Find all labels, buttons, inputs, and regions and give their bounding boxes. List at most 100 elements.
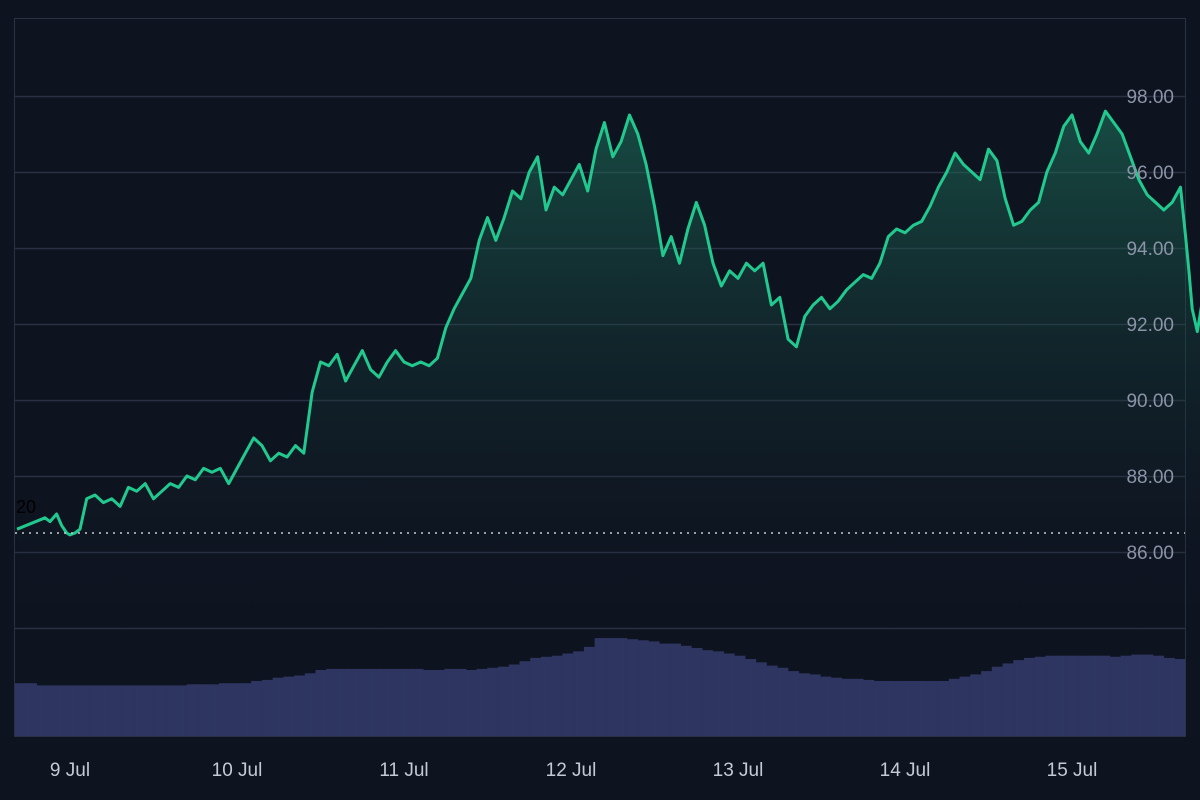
price-line-series <box>16 109 1200 537</box>
x-tick-label: 15 Jul <box>1047 760 1098 781</box>
volume-bar <box>379 668 392 736</box>
volume-bar <box>626 639 639 736</box>
volume-bar <box>15 683 27 736</box>
volume-bar <box>680 645 692 736</box>
volume-bar <box>519 661 531 736</box>
volume-bar <box>57 685 70 736</box>
volume-bar <box>852 678 864 736</box>
y-tick-label: 92.00 <box>1126 315 1174 336</box>
volume-bar <box>895 681 907 736</box>
volume-bar <box>1152 655 1165 736</box>
volume-bar <box>186 684 198 736</box>
volume-bar <box>111 685 123 736</box>
volume-bar <box>809 674 821 736</box>
volume-bar <box>455 668 467 736</box>
volume-bar <box>1088 655 1100 736</box>
volume-bar <box>723 653 735 736</box>
volume-bar <box>1120 655 1132 736</box>
volume-bar <box>1109 656 1122 736</box>
volume-bar <box>487 667 499 736</box>
volume-bar <box>369 668 381 736</box>
x-tick-label: 14 Jul <box>880 760 931 781</box>
volume-bar <box>100 685 113 736</box>
volume-bar <box>1131 654 1143 736</box>
volume-bar <box>358 668 370 736</box>
volume-bar <box>412 668 424 736</box>
volume-bar <box>583 646 596 736</box>
volume-bar <box>390 668 402 736</box>
x-tick-label: 11 Jul <box>379 760 428 781</box>
volume-bar <box>1077 655 1089 736</box>
volume-bar <box>637 640 649 736</box>
volume-bar <box>1034 656 1046 736</box>
volume-bar <box>465 670 478 736</box>
x-tick-label: 12 Jul <box>546 760 597 781</box>
volume-bar <box>508 664 520 736</box>
volume-bar <box>197 684 209 736</box>
volume-bar <box>959 676 971 736</box>
volume-bar <box>530 657 542 736</box>
volume-bar <box>1142 654 1154 736</box>
volume-bar <box>1163 657 1175 736</box>
x-tick-label: 10 Jul <box>212 760 263 781</box>
volume-bar <box>744 659 757 736</box>
volume-bar <box>229 683 241 736</box>
volume-bar <box>315 670 327 736</box>
x-tick-label: 9 Jul <box>50 760 90 781</box>
volume-bar <box>90 685 102 736</box>
volume-bar <box>79 685 91 736</box>
volume-bar <box>498 666 510 736</box>
volume-bar <box>648 641 660 736</box>
volume-bar <box>669 643 682 736</box>
volume-bars <box>15 638 1186 736</box>
volume-bar <box>616 638 628 736</box>
volume-bar <box>1174 659 1186 736</box>
price-line <box>16 109 1200 537</box>
volume-bar <box>304 673 317 736</box>
y-tick-label: 98.00 <box>1126 87 1174 108</box>
y-tick-label: 88.00 <box>1126 467 1174 488</box>
volume-bar <box>422 670 435 736</box>
volume-bar <box>47 685 59 736</box>
volume-bar <box>272 677 284 736</box>
volume-bar <box>712 651 724 736</box>
volume-bar <box>337 668 349 736</box>
volume-bar <box>1066 655 1079 736</box>
volume-bar <box>916 681 928 736</box>
volume-bar <box>540 656 553 736</box>
volume-bar <box>143 685 156 736</box>
volume-bar <box>701 650 714 736</box>
volume-bar <box>841 678 853 736</box>
volume-bar <box>605 638 617 736</box>
volume-bar <box>68 685 80 736</box>
volume-bar <box>938 681 950 736</box>
volume-bar <box>820 676 832 736</box>
volume-bar <box>691 648 703 736</box>
price-area-fill <box>17 111 1200 630</box>
volume-bar <box>1002 663 1014 736</box>
volume-bar <box>777 667 789 736</box>
volume-bar <box>884 681 896 736</box>
volume-bar <box>873 681 885 736</box>
volume-bar <box>283 676 295 736</box>
x-tick-label: 13 Jul <box>713 760 764 781</box>
volume-bar <box>433 670 445 736</box>
volume-bar <box>659 643 671 736</box>
volume-bar <box>734 655 746 736</box>
volume-bar <box>25 683 37 736</box>
volume-bar <box>830 677 843 736</box>
volume-bar <box>970 674 982 736</box>
volume-bar <box>1056 655 1068 736</box>
volume-bar <box>176 685 188 736</box>
y-tick-label: 86.00 <box>1126 543 1174 564</box>
volume-bar <box>208 684 220 736</box>
x-axis: 9 Jul 10 Jul 11 Jul 12 Jul 13 Jul 14 Jul 15 Ju… <box>50 760 1097 781</box>
volume-bar <box>562 653 574 736</box>
volume-bar <box>401 668 413 736</box>
volume-bar <box>905 681 918 736</box>
price-area <box>17 111 1200 630</box>
volume-bar <box>1013 660 1025 736</box>
volume-bar <box>240 683 252 736</box>
volume-bar <box>294 675 306 736</box>
